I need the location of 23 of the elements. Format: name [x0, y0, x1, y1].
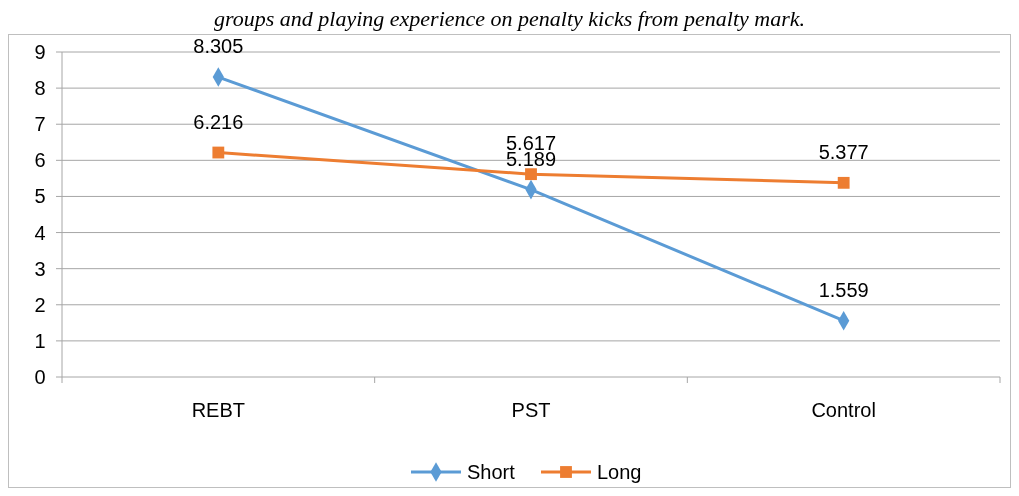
- x-tick-label: PST: [511, 399, 551, 421]
- y-tick-label: 0: [34, 366, 46, 388]
- y-tick-label: 1: [34, 329, 46, 352]
- y-tick-label: 6: [34, 149, 46, 172]
- x-tick-label: Control: [811, 399, 876, 421]
- point: [212, 146, 225, 159]
- y-tick-label: 8: [34, 77, 46, 100]
- x-tick-label: REBT: [191, 399, 246, 421]
- y-tick-label: 5: [34, 185, 46, 208]
- y-tick-label: 2: [34, 293, 46, 316]
- legend-label: Long: [597, 461, 642, 483]
- point: [525, 168, 537, 181]
- legend-label: Short: [467, 461, 516, 483]
- point: [837, 176, 850, 189]
- data-label: 5.377: [818, 140, 869, 163]
- y-tick-label: 9: [34, 41, 46, 63]
- data-label: 6.216: [193, 110, 244, 133]
- text: groups and playing experience on penalty kicks from penalty mark.: [214, 6, 805, 31]
- y-tick-label: 4: [34, 221, 46, 244]
- data-label: 8.305: [193, 35, 244, 58]
- y-tick-label: 7: [34, 113, 46, 136]
- y-tick-label: 3: [34, 257, 46, 280]
- data-label: 1.559: [818, 278, 869, 301]
